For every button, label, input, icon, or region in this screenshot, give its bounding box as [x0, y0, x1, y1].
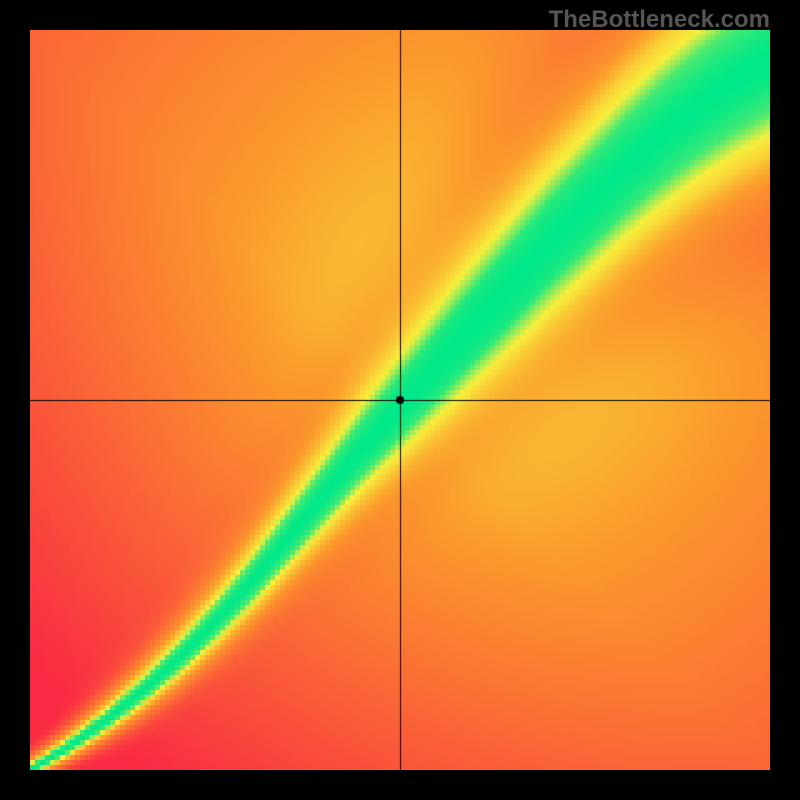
- crosshair-overlay: [30, 30, 770, 770]
- chart-container: TheBottleneck.com: [0, 0, 800, 800]
